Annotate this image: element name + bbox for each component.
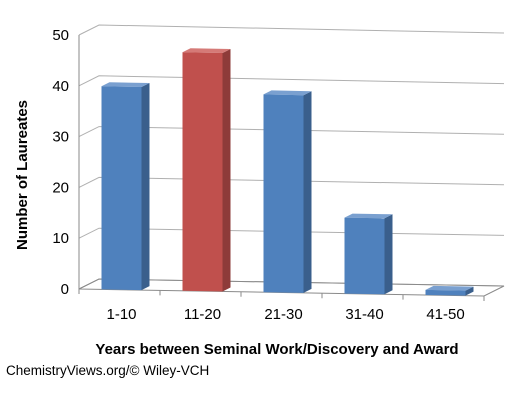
bar-side: [141, 83, 150, 291]
x-tick-label: 41-50: [426, 306, 464, 323]
y-tick-label: 50: [52, 27, 69, 44]
gridline: [78, 75, 505, 87]
bar-side: [465, 286, 474, 296]
bar-1-10: [101, 82, 150, 291]
y-tick-label: 30: [52, 129, 69, 146]
x-tick-label: 21-30: [264, 306, 302, 323]
bar-front: [182, 52, 223, 292]
x-tick-labels: 1-10 11-20 21-30 31-40 41-50: [106, 306, 464, 323]
credit-text: ChemistryViews.org/© Wiley-VCH: [6, 363, 210, 378]
x-tick-label: 1-10: [106, 306, 136, 323]
bar-front: [344, 217, 385, 295]
x-tick-label: 11-20: [184, 306, 221, 323]
gridline: [78, 24, 505, 36]
x-tick-label: 31-40: [345, 306, 383, 323]
y-axis-title: Number of Laureates: [14, 100, 31, 250]
y-tick-label: 40: [52, 78, 69, 95]
bar-front: [263, 94, 304, 293]
bar-top: [101, 82, 150, 88]
x-axis-title: Years between Seminal Work/Discovery and…: [95, 341, 458, 358]
gridline: [78, 176, 505, 188]
bar-11-20: [182, 48, 231, 292]
bar-31-40: [344, 213, 393, 295]
y-tick-labels: 0 10 20 30 40 50: [52, 27, 69, 298]
bar-21-30: [263, 90, 312, 293]
y-tick-label: 0: [61, 281, 69, 298]
bar-top: [182, 48, 231, 54]
bar-top: [425, 285, 474, 291]
bar-front: [425, 289, 466, 296]
gridline: [78, 126, 505, 138]
y-tick-label: 20: [52, 179, 69, 196]
y-tick-label: 10: [52, 230, 69, 247]
bar-top: [263, 90, 312, 96]
bar-top: [344, 213, 393, 219]
bar-41-50: [425, 285, 474, 296]
bar-front: [101, 86, 142, 291]
bar-side: [303, 91, 312, 293]
bars: [101, 48, 474, 296]
bar-side: [384, 214, 393, 295]
bar-side: [222, 49, 231, 292]
